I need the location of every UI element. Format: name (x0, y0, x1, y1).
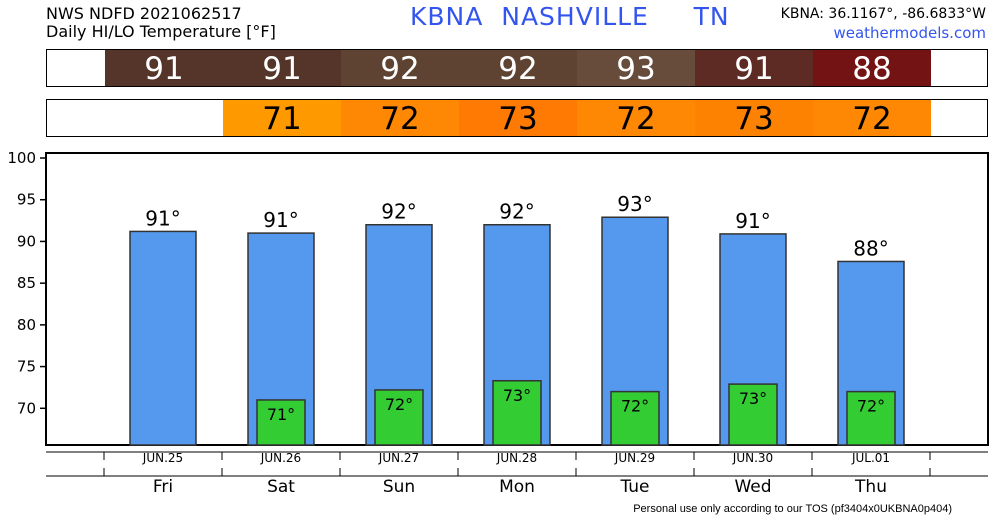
high-label-JUN.25: 91° (145, 206, 180, 230)
low-bar-JUN.28 (492, 380, 542, 446)
y-tick-label-90: 90 (17, 232, 36, 250)
y-tick-label-100: 100 (7, 149, 36, 167)
station-info: KBNA: 36.1167°, -86.6833°W weathermodels… (781, 5, 986, 43)
lo-cell-0 (105, 100, 223, 136)
high-temp-strip: 91 91 92 92 93 91 88 (46, 49, 988, 87)
date-label-JUN.26: JUN.26 (260, 451, 301, 465)
product-title: Daily HI/LO Temperature [°F] (46, 22, 276, 41)
low-label-JUN.26: 71° (267, 405, 295, 424)
hi-cell-1: 91 (223, 50, 341, 87)
lo-cell-3: 73 (459, 100, 577, 137)
day-label-Wed: Wed (734, 477, 771, 497)
date-label-JUN.25: JUN.25 (142, 451, 183, 465)
y-tick-label-95: 95 (17, 191, 36, 209)
hi-cell-6: 88 (813, 50, 931, 87)
date-label-JUL.01: JUL.01 (851, 451, 890, 465)
tos-notice: Personal use only according to our TOS (… (633, 503, 952, 515)
y-tick-label-70: 70 (17, 399, 36, 417)
low-bar-JUN.30 (728, 383, 778, 446)
header-info: NWS NDFD 2021062517 Daily HI/LO Temperat… (46, 5, 276, 41)
lo-cell-6: 72 (813, 100, 931, 137)
day-label-Fri: Fri (153, 477, 173, 497)
date-label-JUN.30: JUN.30 (732, 451, 773, 465)
low-label-JUN.30: 73° (739, 389, 767, 408)
low-label-JUN.29: 72° (621, 397, 649, 416)
station-title: KBNA NASHVILLE TN (410, 2, 730, 31)
lo-cell-5: 73 (695, 100, 813, 137)
low-temp-strip: 71 72 73 72 73 72 (46, 99, 988, 137)
low-bar-JUN.29 (610, 390, 660, 446)
high-label-JUN.30: 91° (735, 209, 770, 233)
low-bar-JUN.27 (374, 389, 424, 446)
hi-cell-0: 91 (105, 50, 223, 87)
hi-cell-3: 92 (459, 50, 577, 87)
day-label-Mon: Mon (499, 477, 535, 497)
day-label-Thu: Thu (854, 477, 887, 497)
high-label-JUN.27: 92° (381, 200, 416, 224)
low-label-JUL.01: 72° (857, 397, 885, 416)
low-bar-JUL.01 (846, 390, 896, 446)
low-label-JUN.27: 72° (385, 395, 413, 414)
high-label-JUN.29: 93° (617, 192, 652, 216)
y-tick-label-75: 75 (17, 358, 36, 376)
low-label-JUN.28: 73° (503, 386, 531, 405)
day-label-Sat: Sat (267, 477, 295, 497)
lo-cell-2: 72 (341, 100, 459, 137)
y-tick-label-85: 85 (17, 274, 36, 292)
high-label-JUN.26: 91° (263, 208, 298, 232)
lo-cell-1: 71 (223, 100, 341, 137)
hi-cell-5: 91 (695, 50, 813, 87)
lo-cell-4: 72 (577, 100, 695, 137)
high-label-JUN.28: 92° (499, 200, 534, 224)
date-label-JUN.28: JUN.28 (496, 451, 537, 465)
station-coords: KBNA: 36.1167°, -86.6833°W (780, 6, 986, 22)
date-label-JUN.29: JUN.29 (614, 451, 655, 465)
y-tick-label-80: 80 (17, 316, 36, 334)
hi-cell-4: 93 (577, 50, 695, 87)
day-label-Sun: Sun (383, 477, 415, 497)
low-bar-JUN.26 (256, 399, 306, 446)
hi-cell-2: 92 (341, 50, 459, 87)
day-label-Tue: Tue (619, 477, 649, 497)
date-label-JUN.27: JUN.27 (378, 451, 419, 465)
site-link[interactable]: weathermodels.com (833, 24, 986, 42)
high-label-JUL.01: 88° (853, 236, 888, 260)
high-bar-JUN.25 (129, 230, 197, 446)
model-run-label: NWS NDFD 2021062517 (46, 4, 242, 23)
